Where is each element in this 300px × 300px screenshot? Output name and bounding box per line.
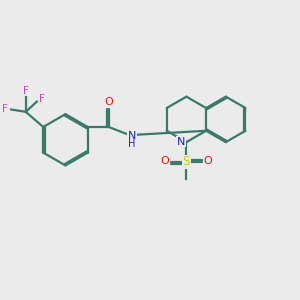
- Text: F: F: [2, 104, 8, 114]
- Text: F: F: [39, 94, 45, 104]
- Text: N: N: [128, 131, 136, 141]
- Text: O: O: [204, 156, 212, 166]
- Text: F: F: [23, 85, 29, 95]
- Text: H: H: [128, 140, 136, 149]
- Text: S: S: [183, 155, 190, 169]
- Text: N: N: [177, 136, 185, 146]
- Text: O: O: [104, 98, 113, 107]
- Text: O: O: [160, 156, 169, 166]
